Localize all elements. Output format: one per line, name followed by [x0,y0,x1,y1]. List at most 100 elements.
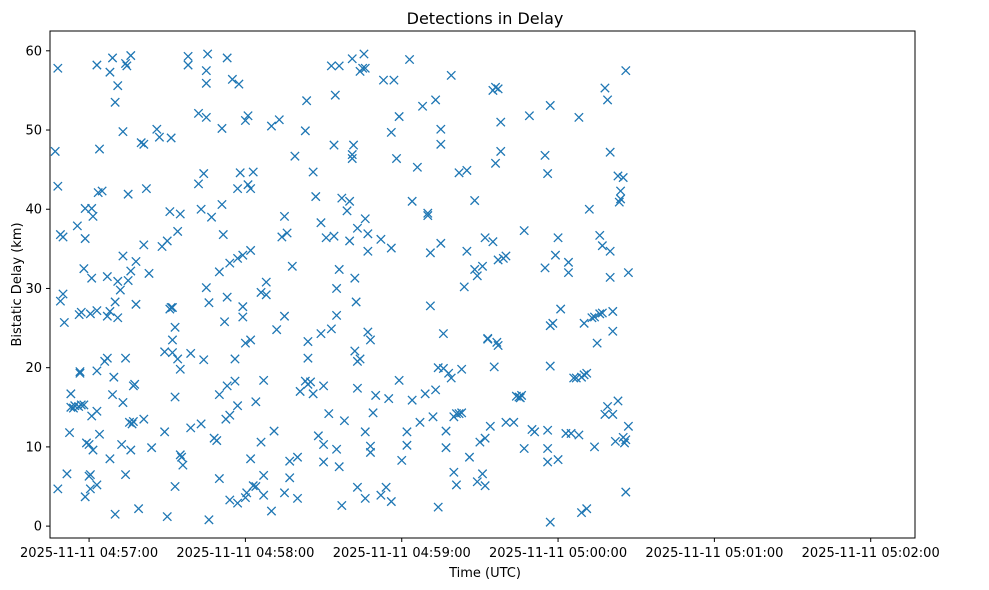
data-point-marker [159,427,170,437]
data-point-marker [407,395,417,405]
data-point-marker [74,309,84,320]
data-point-marker [131,299,141,309]
data-point-marker [574,112,584,123]
data-point-marker [308,167,318,177]
data-point-marker [261,290,271,300]
data-point-marker [389,75,399,85]
y-axis-label: Bistatic Delay (km) [10,222,25,346]
data-point-marker [166,302,176,313]
x-tick-label: 2025-11-11 04:57:00 [20,546,158,561]
data-point-marker [193,108,204,119]
data-point-marker [608,306,618,317]
data-point-marker [433,502,443,512]
data-point-marker [279,311,290,321]
data-point-marker [490,82,501,92]
data-point-marker [154,132,165,142]
data-point-marker [331,283,342,294]
data-point-marker [524,111,535,121]
data-point-marker [496,146,506,157]
data-point-marker [318,439,329,450]
data-point-marker [266,506,277,516]
data-point-marker [576,507,587,518]
data-point-marker [351,297,361,307]
data-point-marker [563,267,574,278]
data-point-marker [587,313,597,323]
data-point-marker [97,186,107,196]
data-point-marker [334,264,344,275]
data-point-marker [456,408,467,418]
data-point-marker [496,117,506,127]
data-point-marker [285,473,295,483]
data-point-marker [256,437,266,447]
data-point-marker [68,403,79,413]
data-point-marker [274,115,284,125]
data-point-marker [110,97,120,107]
data-point-marker [371,390,381,401]
data-point-marker [425,301,436,311]
data-point-marker [240,115,251,126]
data-point-marker [376,490,386,500]
data-point-marker [363,327,373,337]
data-point-marker [258,375,269,386]
data-point-marker [334,462,344,472]
data-point-marker [451,480,462,490]
data-point-marker [595,309,605,319]
plot-area [49,30,916,539]
data-point-marker [449,467,459,477]
data-point-marker [303,353,313,363]
data-point-marker [196,204,206,214]
data-point-marker [53,484,63,494]
data-point-marker [178,460,188,470]
data-point-marker [430,95,441,105]
data-point-marker [183,51,193,62]
data-point-marker [480,481,490,491]
data-point-marker [102,311,112,321]
data-point-marker [490,158,501,168]
data-point-marker [337,193,347,203]
data-point-marker [623,421,634,431]
data-point-marker [183,60,193,70]
data-point-marker [488,237,498,247]
data-point-marker [126,50,136,61]
data-point-marker [614,197,624,207]
data-point-marker [553,454,563,465]
y-tick-label: 10 [25,440,42,455]
data-point-marker [348,140,359,150]
data-point-marker [162,236,172,246]
data-point-marker [64,427,75,438]
data-point-marker [360,427,370,437]
data-point-marker [88,211,98,222]
data-point-marker [109,372,119,382]
data-point-marker [167,335,178,345]
data-point-marker [360,214,370,224]
data-point-marker [436,139,446,149]
axes-frame [49,30,916,539]
data-point-marker [130,379,140,389]
data-point-marker [217,199,227,210]
data-point-marker [199,355,209,365]
data-point-marker [342,206,352,216]
data-point-marker [477,261,488,271]
data-point-marker [579,370,589,380]
data-point-marker [529,427,540,437]
data-point-marker [72,221,83,231]
x-tick-label: 2025-11-11 05:00:00 [489,546,627,561]
data-point-marker [550,250,561,260]
data-point-marker [608,326,618,336]
data-point-marker [301,96,312,106]
data-point-marker [251,481,261,492]
data-point-marker [251,397,261,407]
data-point-marker [347,54,357,64]
data-point-marker [133,504,144,514]
data-point-marker [303,336,313,347]
data-point-marker [292,452,303,462]
data-point-marker [80,233,90,244]
data-point-marker [118,397,128,408]
data-point-marker [110,297,120,307]
data-point-marker [404,54,415,65]
data-point-marker [610,436,621,447]
data-point-marker [613,396,623,406]
data-point-marker [324,408,334,419]
data-point-marker [92,305,102,316]
data-point-marker [279,211,290,222]
